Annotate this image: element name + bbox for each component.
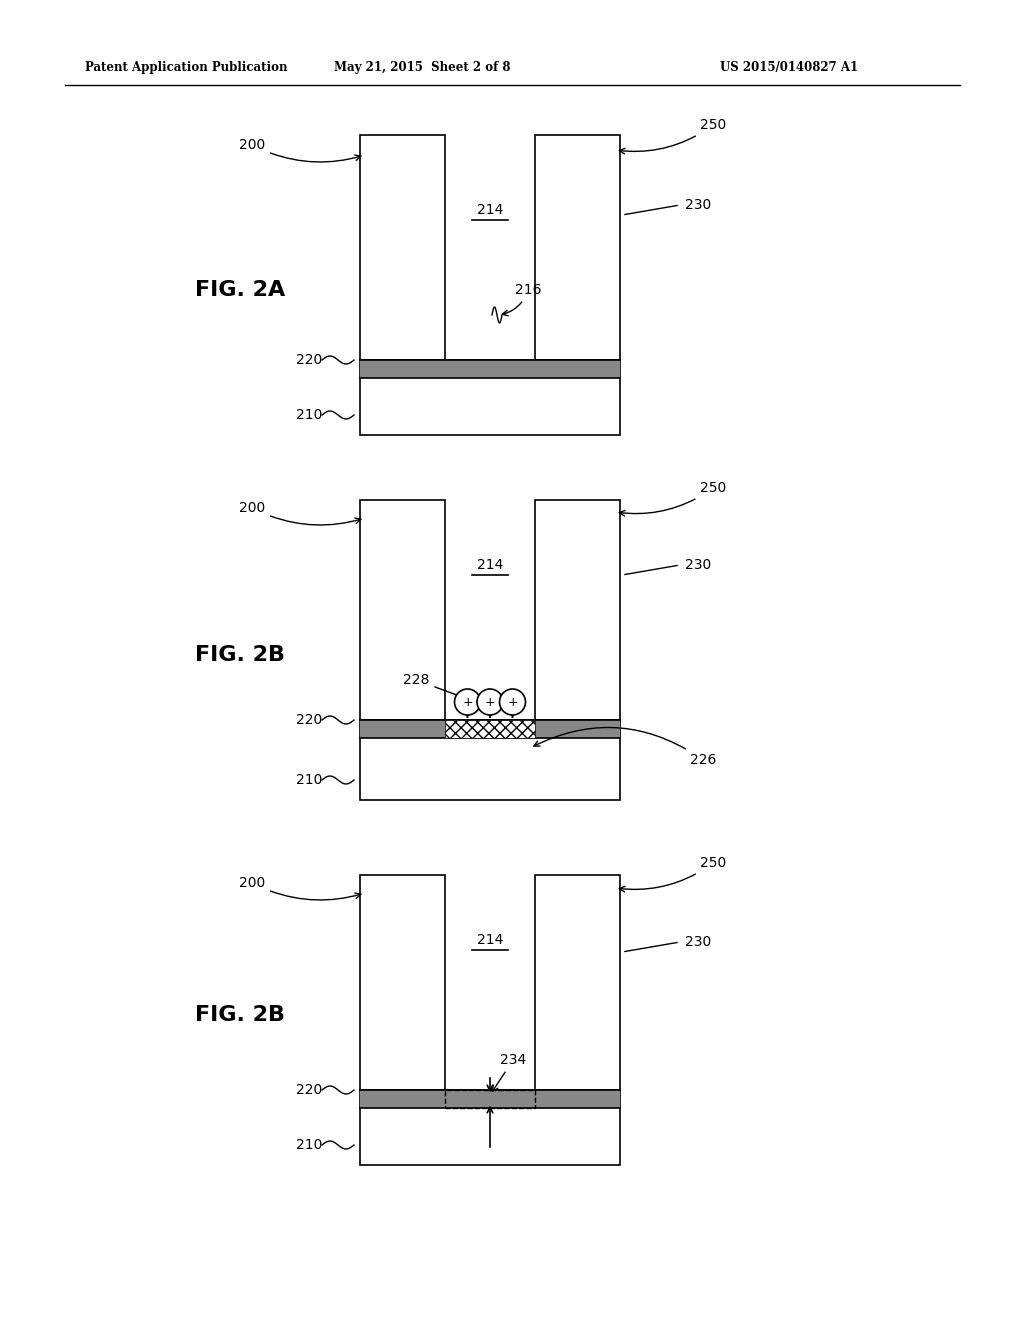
Text: 220: 220 [296,1082,322,1097]
Text: 214: 214 [477,203,503,216]
Text: 210: 210 [296,1138,322,1152]
Bar [360,875,445,1090]
Bar [535,500,620,719]
Text: 210: 210 [296,408,322,422]
Text: Patent Application Publication: Patent Application Publication [85,62,288,74]
Text: 200: 200 [239,139,360,162]
Bar [360,1090,620,1166]
Text: US 2015/0140827 A1: US 2015/0140827 A1 [720,62,858,74]
Bar [360,500,445,719]
Text: +: + [484,696,496,709]
Text: 216: 216 [502,282,542,315]
Text: 234: 234 [493,1053,526,1092]
Circle shape [477,689,503,715]
Text: 250: 250 [620,855,726,892]
Text: 250: 250 [620,480,726,516]
Bar [535,135,620,360]
Bar [360,719,620,800]
Text: FIG. 2B: FIG. 2B [195,1005,285,1026]
Text: 230: 230 [685,558,712,572]
Text: 230: 230 [685,198,712,213]
Text: 214: 214 [477,558,503,572]
Text: 220: 220 [296,713,322,727]
Text: FIG. 2A: FIG. 2A [195,280,286,300]
Text: 200: 200 [239,502,360,525]
Text: +: + [507,696,518,709]
Text: 250: 250 [620,117,726,154]
Bar [360,719,620,738]
Text: May 21, 2015  Sheet 2 of 8: May 21, 2015 Sheet 2 of 8 [334,62,510,74]
Circle shape [500,689,525,715]
Text: FIG. 2B: FIG. 2B [195,645,285,665]
Circle shape [455,689,480,715]
Text: +: + [462,696,473,709]
Text: 210: 210 [296,774,322,787]
Bar [360,135,445,360]
Bar [360,360,620,378]
Text: 226: 226 [534,727,717,767]
Bar [360,360,620,436]
Bar [445,1090,535,1107]
Bar [445,719,535,738]
Text: 200: 200 [239,876,360,900]
Text: 230: 230 [685,935,712,949]
Bar [360,1090,620,1107]
Bar [535,875,620,1090]
Text: 228: 228 [403,673,464,698]
Text: 220: 220 [296,352,322,367]
Text: 214: 214 [477,933,503,946]
